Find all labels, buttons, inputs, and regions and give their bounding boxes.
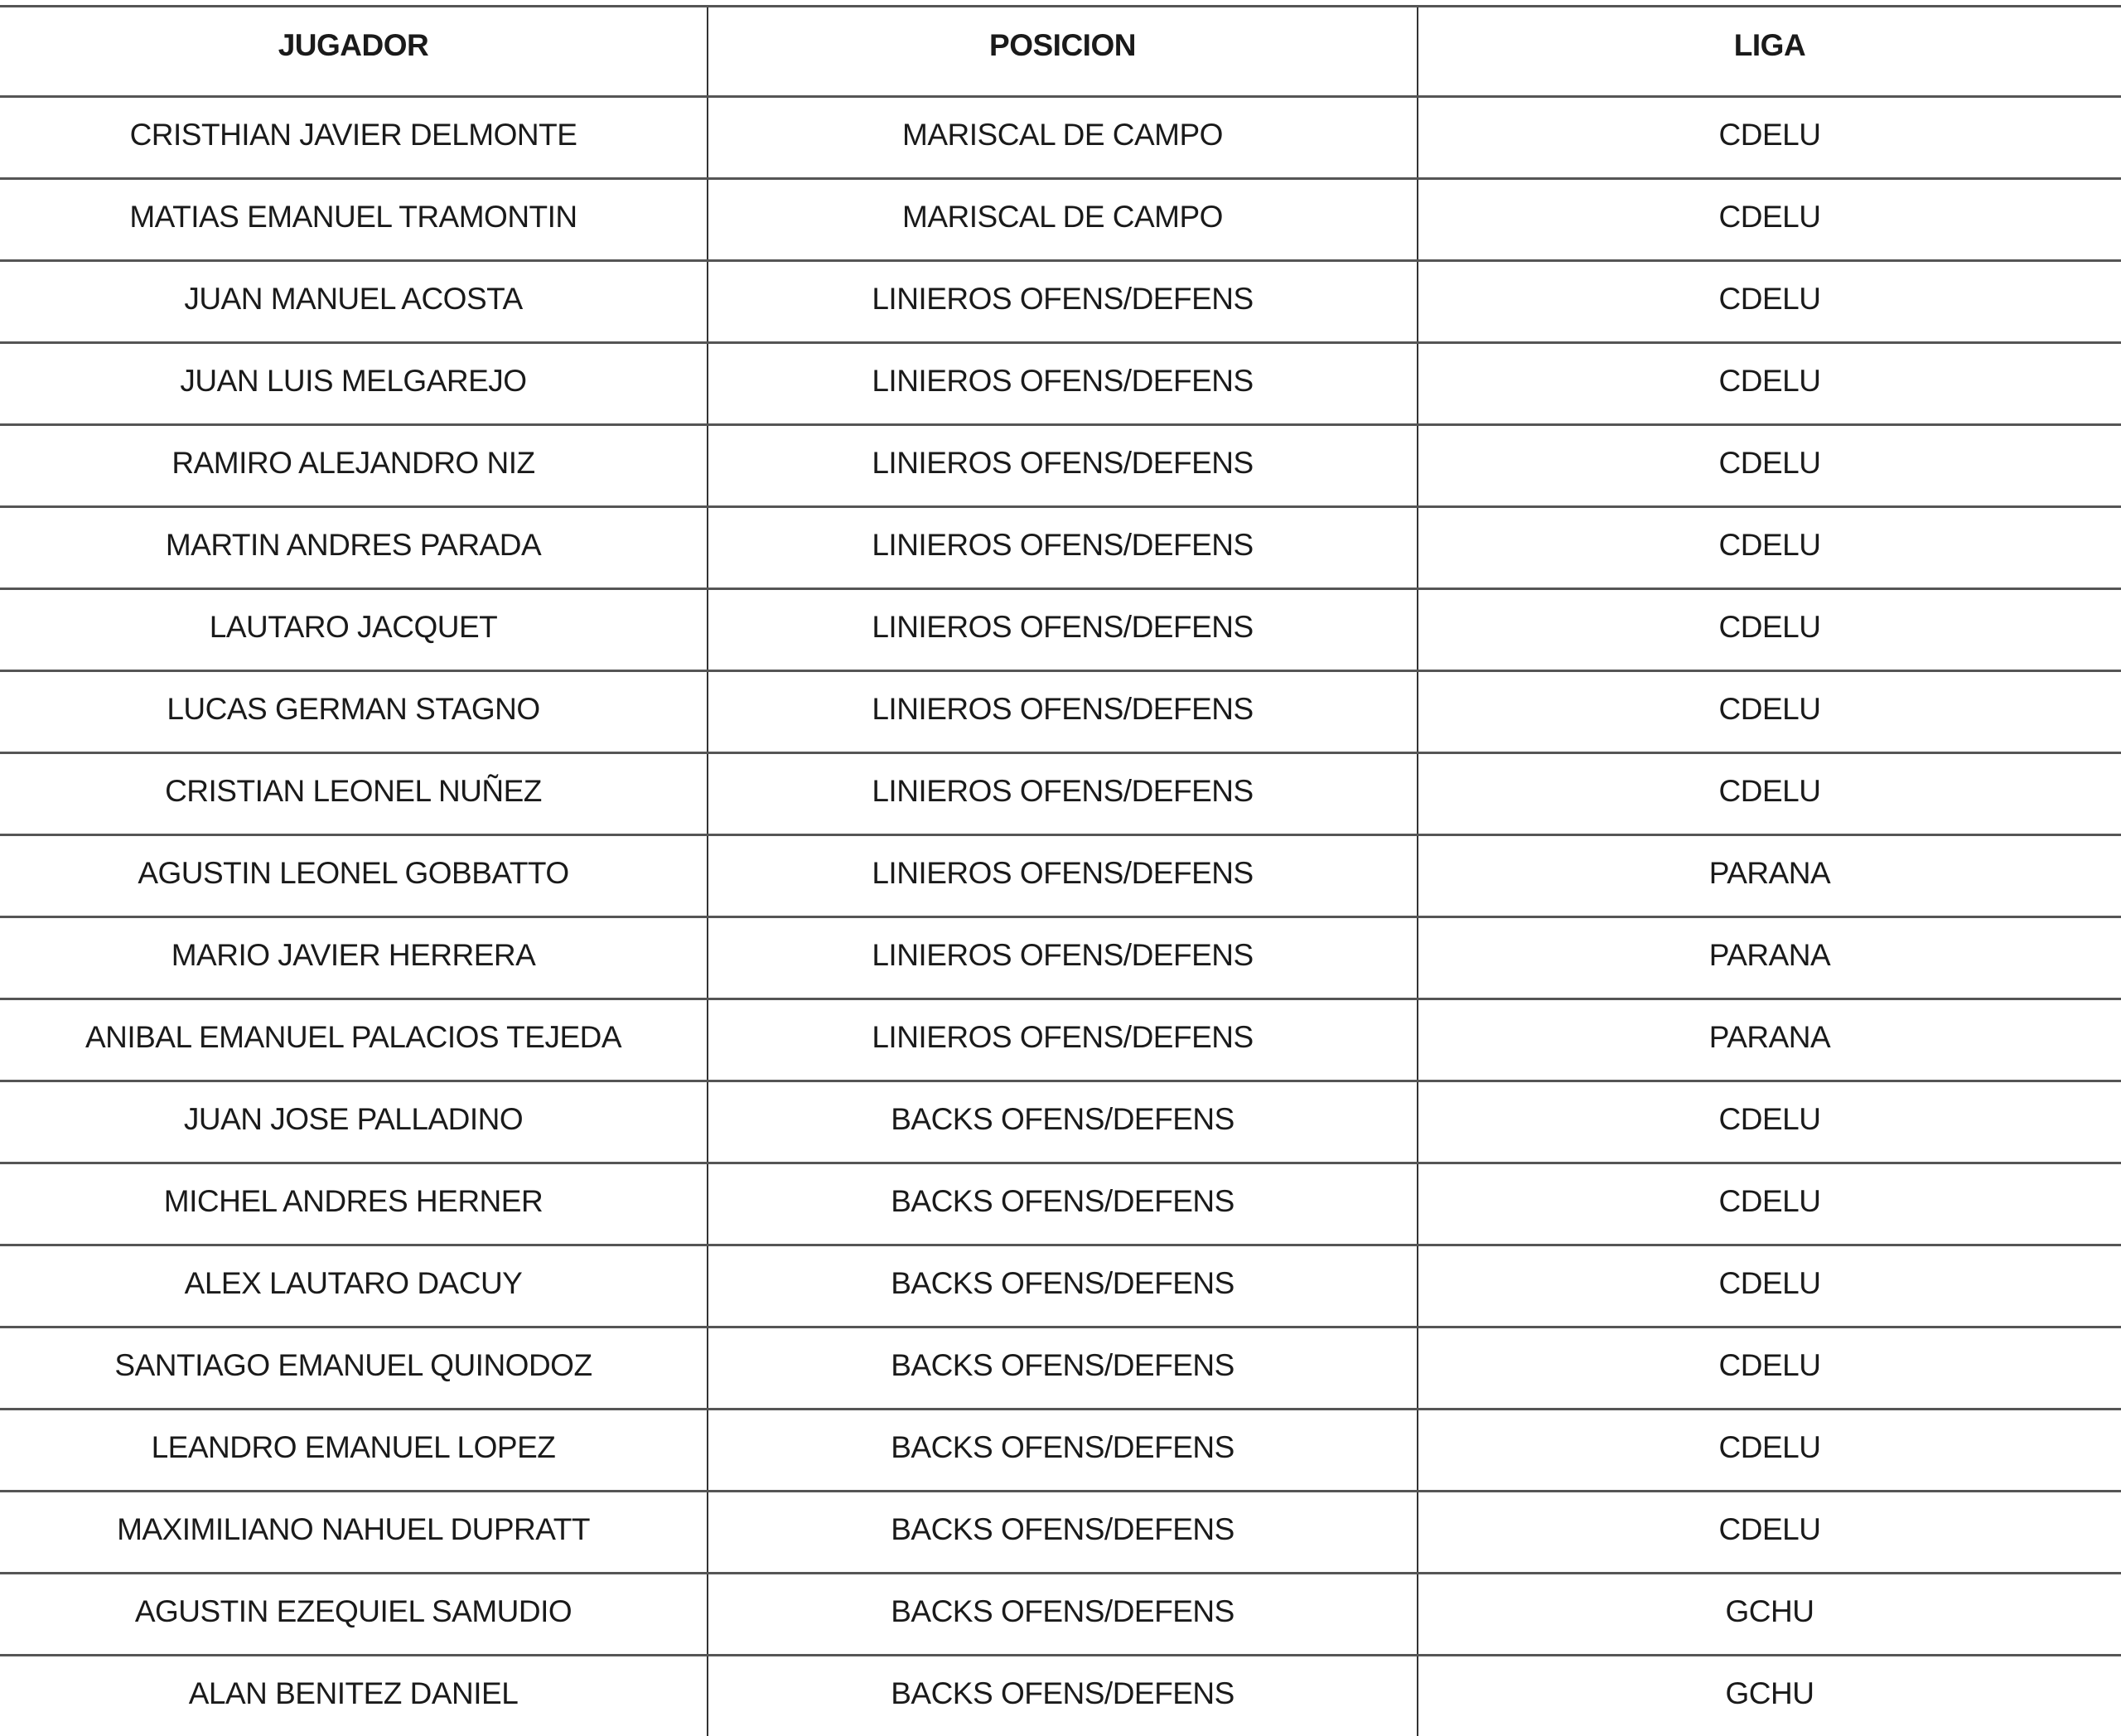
- header-posicion: POSICION: [708, 7, 1418, 97]
- cell-liga: CDELU: [1418, 261, 2121, 343]
- cell-liga: CDELU: [1418, 343, 2121, 425]
- cell-posicion: BACKS OFENS/DEFENS: [708, 1410, 1418, 1492]
- cell-liga: PARANA: [1418, 917, 2121, 999]
- cell-posicion: LINIEROS OFENS/DEFENS: [708, 671, 1418, 753]
- cell-jugador: MAXIMILIANO NAHUEL DUPRATT: [0, 1492, 708, 1574]
- cell-jugador: ANIBAL EMANUEL PALACIOS TEJEDA: [0, 999, 708, 1081]
- header-liga: LIGA: [1418, 7, 2121, 97]
- cell-liga: CDELU: [1418, 1327, 2121, 1410]
- players-table: JUGADOR POSICION LIGA CRISTHIAN JAVIER D…: [0, 5, 2121, 1736]
- cell-liga: CDELU: [1418, 589, 2121, 671]
- header-row: JUGADOR POSICION LIGA: [0, 7, 2121, 97]
- cell-liga: PARANA: [1418, 835, 2121, 917]
- cell-jugador: SANTIAGO EMANUEL QUINODOZ: [0, 1327, 708, 1410]
- cell-posicion: LINIEROS OFENS/DEFENS: [708, 507, 1418, 589]
- cell-jugador: MARTIN ANDRES PARADA: [0, 507, 708, 589]
- cell-posicion: BACKS OFENS/DEFENS: [708, 1081, 1418, 1163]
- cell-liga: CDELU: [1418, 1163, 2121, 1245]
- cell-jugador: LAUTARO JACQUET: [0, 589, 708, 671]
- cell-posicion: LINIEROS OFENS/DEFENS: [708, 753, 1418, 835]
- cell-posicion: BACKS OFENS/DEFENS: [708, 1163, 1418, 1245]
- cell-liga: PARANA: [1418, 999, 2121, 1081]
- cell-jugador: JUAN MANUEL ACOSTA: [0, 261, 708, 343]
- cell-jugador: JUAN LUIS MELGAREJO: [0, 343, 708, 425]
- cell-posicion: LINIEROS OFENS/DEFENS: [708, 835, 1418, 917]
- cell-jugador: MATIAS EMANUEL TRAMONTIN: [0, 179, 708, 261]
- cell-jugador: LEANDRO EMANUEL LOPEZ: [0, 1410, 708, 1492]
- cell-liga: CDELU: [1418, 1081, 2121, 1163]
- cell-jugador: MARIO JAVIER HERRERA: [0, 917, 708, 999]
- cell-posicion: MARISCAL DE CAMPO: [708, 179, 1418, 261]
- cell-jugador: ALEX LAUTARO DACUY: [0, 1245, 708, 1327]
- cell-liga: CDELU: [1418, 753, 2121, 835]
- cell-jugador: RAMIRO ALEJANDRO NIZ: [0, 425, 708, 507]
- cell-jugador: AGUSTIN EZEQUIEL SAMUDIO: [0, 1574, 708, 1656]
- cell-jugador: ALAN BENITEZ DANIEL: [0, 1656, 708, 1736]
- header-jugador: JUGADOR: [0, 7, 708, 97]
- cell-jugador: CRISTIAN LEONEL NUÑEZ: [0, 753, 708, 835]
- cell-jugador: AGUSTIN LEONEL GOBBATTO: [0, 835, 708, 917]
- cell-liga: CDELU: [1418, 97, 2121, 179]
- cell-posicion: BACKS OFENS/DEFENS: [708, 1656, 1418, 1736]
- cell-liga: CDELU: [1418, 671, 2121, 753]
- cell-posicion: LINIEROS OFENS/DEFENS: [708, 589, 1418, 671]
- cell-posicion: BACKS OFENS/DEFENS: [708, 1327, 1418, 1410]
- cell-posicion: LINIEROS OFENS/DEFENS: [708, 261, 1418, 343]
- cell-jugador: LUCAS GERMAN STAGNO: [0, 671, 708, 753]
- cell-posicion: BACKS OFENS/DEFENS: [708, 1574, 1418, 1656]
- cell-liga: CDELU: [1418, 1410, 2121, 1492]
- cell-posicion: MARISCAL DE CAMPO: [708, 97, 1418, 179]
- cell-posicion: LINIEROS OFENS/DEFENS: [708, 425, 1418, 507]
- cell-liga: CDELU: [1418, 179, 2121, 261]
- cell-liga: CDELU: [1418, 507, 2121, 589]
- cell-liga: CDELU: [1418, 1492, 2121, 1574]
- cell-posicion: LINIEROS OFENS/DEFENS: [708, 343, 1418, 425]
- cell-posicion: LINIEROS OFENS/DEFENS: [708, 917, 1418, 999]
- cell-posicion: BACKS OFENS/DEFENS: [708, 1245, 1418, 1327]
- cell-liga: GCHU: [1418, 1574, 2121, 1656]
- cell-liga: GCHU: [1418, 1656, 2121, 1736]
- cell-jugador: CRISTHIAN JAVIER DELMONTE: [0, 97, 708, 179]
- cell-jugador: MICHEL ANDRES HERNER: [0, 1163, 708, 1245]
- cell-liga: CDELU: [1418, 1245, 2121, 1327]
- cell-jugador: JUAN JOSE PALLADINO: [0, 1081, 708, 1163]
- cell-posicion: BACKS OFENS/DEFENS: [708, 1492, 1418, 1574]
- cell-posicion: LINIEROS OFENS/DEFENS: [708, 999, 1418, 1081]
- cell-liga: CDELU: [1418, 425, 2121, 507]
